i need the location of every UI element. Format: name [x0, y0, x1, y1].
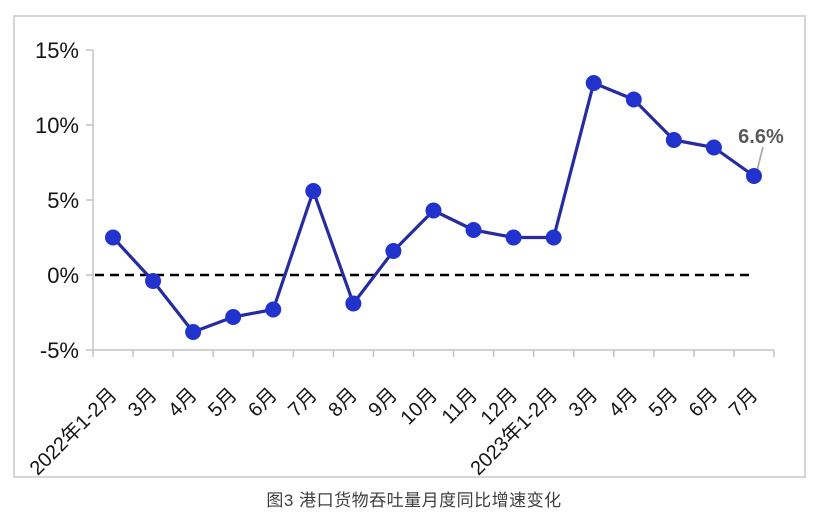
x-tick-label: 3月 [124, 384, 162, 422]
data-point [665, 132, 682, 148]
x-tick-label: 6月 [244, 384, 282, 422]
data-point [265, 301, 282, 318]
y-tick-label: 15% [35, 38, 79, 63]
x-tick-label: 6月 [685, 384, 723, 422]
data-point [145, 273, 162, 289]
data-point [505, 229, 522, 246]
x-tick-label: 8月 [324, 384, 362, 422]
data-point [625, 91, 642, 108]
x-tick-label: 5月 [645, 384, 683, 422]
x-tick-label: 10月 [397, 384, 442, 429]
data-point [185, 324, 202, 340]
data-point [545, 229, 562, 246]
x-tick-label: 3月 [565, 384, 603, 422]
x-tick-label: 9月 [364, 384, 402, 422]
x-tick-label: 5月 [204, 384, 242, 422]
data-point [585, 75, 602, 91]
annotation-label: 6.6% [738, 126, 784, 148]
data-point [425, 202, 442, 219]
data-point [305, 183, 322, 199]
data-point [745, 168, 762, 184]
y-tick-label: 10% [35, 113, 79, 138]
y-tick-label: -5% [40, 338, 79, 363]
x-tick-label: 2022年1-2月 [25, 383, 121, 479]
data-point [705, 139, 722, 156]
y-tick-label: 5% [47, 188, 79, 213]
figure-border [13, 15, 806, 478]
chart-caption: 图3 港口货物吞吐量月度同比增速变化 [266, 491, 562, 510]
y-tick-label: 0% [47, 263, 79, 288]
x-tick-label: 11月 [438, 384, 482, 428]
x-tick-label: 4月 [164, 384, 202, 422]
data-point [385, 243, 402, 259]
data-point [105, 229, 121, 246]
x-tick-label: 7月 [284, 384, 322, 422]
data-point [225, 309, 242, 325]
x-tick-label: 4月 [605, 384, 643, 422]
leader-line [756, 146, 764, 172]
x-tick-label: 7月 [725, 384, 763, 422]
data-point [465, 222, 482, 238]
data-point [345, 295, 362, 312]
